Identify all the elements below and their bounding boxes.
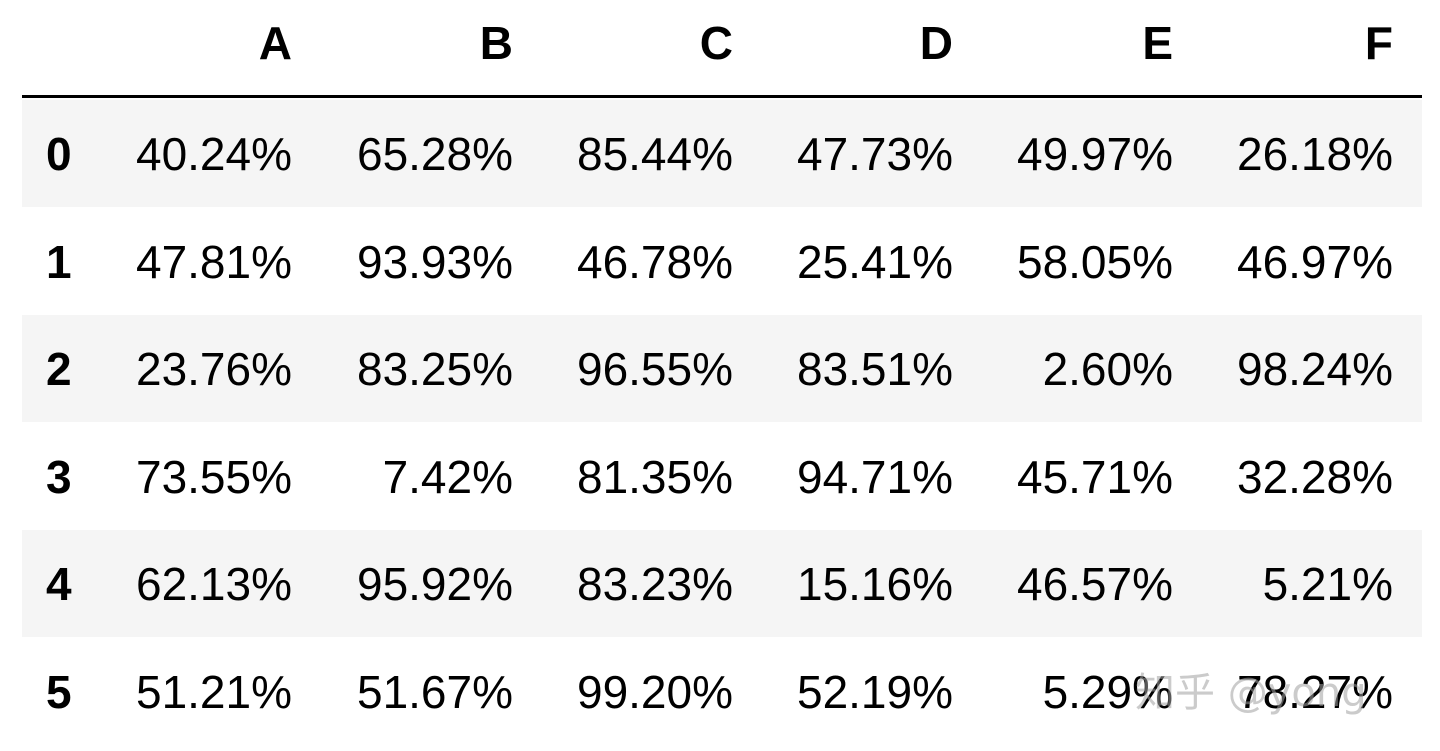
table-cell: 96.55% [576,343,733,395]
table-cell: 58.05% [1016,235,1173,288]
column-header: B [479,17,513,69]
table-cell: 46.97% [1236,235,1393,288]
row-index: 1 [46,235,72,288]
table-cell: 15.16% [796,558,953,610]
table-cell: 62.13% [135,558,292,610]
table-cell: 32.28% [1236,450,1393,503]
table-cell: 25.41% [796,235,953,288]
column-header: E [1142,17,1173,69]
header-rule [22,95,1422,98]
table-cell: 93.93% [356,235,513,288]
table-cell: 45.71% [1016,450,1173,503]
table-cell: 95.92% [356,558,513,610]
table-cell: 2.60% [1042,343,1173,395]
table-cell: 47.73% [796,128,953,180]
table-cell: 51.67% [356,665,513,718]
table-cell: 94.71% [796,450,953,503]
row-stripe [22,530,1422,637]
column-header: D [919,17,953,69]
table-cell: 52.19% [796,665,953,718]
column-header: C [699,17,733,69]
table-cell: 65.28% [356,128,513,180]
column-header: F [1364,17,1393,69]
table-cell: 5.29% [1042,665,1173,718]
row-stripe [22,315,1422,422]
table-cell: 49.97% [1016,128,1173,180]
column-header: A [258,17,292,69]
table-cell: 83.23% [576,558,733,610]
table-cell: 81.35% [576,450,733,503]
row-index: 5 [46,665,72,718]
table-cell: 23.76% [135,343,292,395]
table-cell: 46.78% [576,235,733,288]
table-cell: 46.57% [1016,558,1173,610]
row-index: 2 [46,343,72,395]
row-index: 3 [46,450,72,503]
table-cell: 83.25% [356,343,513,395]
table-cell: 73.55% [135,450,292,503]
table-cell: 40.24% [135,128,292,180]
row-index: 4 [46,558,72,610]
row-index: 0 [46,128,72,180]
table-cell: 83.51% [796,343,953,395]
table-cell: 78.27% [1236,665,1393,718]
table-cell: 7.42% [382,450,513,503]
table-cell: 98.24% [1236,343,1393,395]
table-cell: 5.21% [1262,558,1393,610]
watermark: 知乎 @yong [1135,670,1367,716]
table-cell: 47.81% [135,235,292,288]
table-cell: 85.44% [576,128,733,180]
table-cell: 99.20% [576,665,733,718]
table-cell: 51.21% [135,665,292,718]
table-cell: 26.18% [1236,128,1393,180]
row-stripe [22,100,1422,207]
